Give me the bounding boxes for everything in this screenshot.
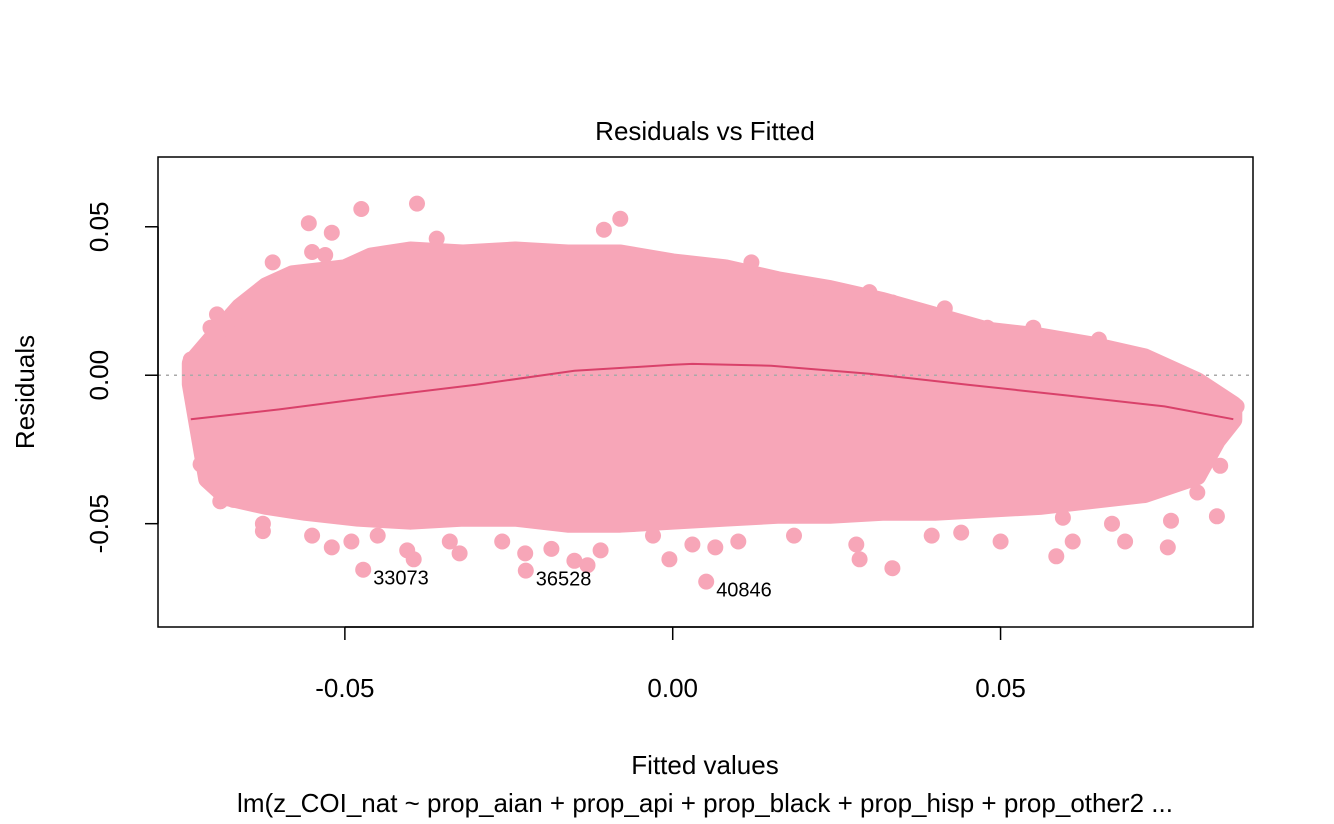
labeled-residual-point xyxy=(698,573,715,590)
residual-point xyxy=(428,230,445,247)
x-tick-label: -0.05 xyxy=(315,673,374,703)
residual-point xyxy=(1048,548,1065,565)
labeled-residual-point xyxy=(517,562,534,579)
residual-point xyxy=(1090,331,1107,348)
residual-point xyxy=(595,221,612,238)
residual-point xyxy=(317,247,334,263)
residual-point xyxy=(264,254,281,271)
outlier-label: 36528 xyxy=(536,569,592,591)
residual-point xyxy=(543,540,560,557)
x-axis-label: Fitted values xyxy=(631,750,778,780)
residual-point xyxy=(343,533,360,550)
y-axis-label: Residuals xyxy=(10,335,40,449)
residual-point xyxy=(923,527,940,544)
residual-point xyxy=(254,523,271,540)
residual-point xyxy=(409,195,425,212)
residual-point xyxy=(1228,398,1245,415)
residual-point xyxy=(953,524,970,541)
residual-point xyxy=(199,471,216,488)
residual-point xyxy=(592,542,609,559)
residual-point xyxy=(1104,515,1120,532)
residual-point xyxy=(517,545,534,562)
residual-point xyxy=(1025,319,1042,336)
residual-point xyxy=(848,536,865,553)
outlier-labels: 33073 36528 40846 xyxy=(373,568,772,602)
residual-point xyxy=(1064,533,1081,550)
residual-point xyxy=(245,293,262,309)
residual-point xyxy=(730,533,747,550)
residual-point xyxy=(1208,508,1225,525)
y-axis: -0.05 0.00 0.05 xyxy=(84,201,159,553)
residual-point xyxy=(707,539,724,556)
residual-point xyxy=(884,294,901,311)
residual-point xyxy=(182,351,199,368)
residual-point xyxy=(1136,350,1153,367)
residual-point xyxy=(369,527,386,544)
residual-point xyxy=(300,215,317,232)
residual-point xyxy=(661,551,678,568)
residual-point xyxy=(225,491,242,508)
scatter-points xyxy=(182,195,1245,590)
x-axis: -0.05 0.00 0.05 xyxy=(315,626,1026,703)
residual-point xyxy=(1186,376,1202,393)
residual-point xyxy=(884,560,901,577)
outlier-label: 40846 xyxy=(716,580,772,602)
x-tick-label: 0.00 xyxy=(647,673,698,703)
residual-point xyxy=(979,319,996,336)
residual-point xyxy=(992,533,1009,550)
residual-point xyxy=(743,254,760,271)
residual-point xyxy=(1159,539,1176,556)
residual-point xyxy=(1117,533,1134,550)
chart-title: Residuals vs Fitted xyxy=(595,116,815,146)
residual-point xyxy=(494,533,511,550)
point-cloud-band xyxy=(181,241,1243,533)
residual-point xyxy=(684,536,701,553)
residual-point xyxy=(353,201,370,217)
y-tick-label: 0.05 xyxy=(84,201,114,252)
residual-point xyxy=(1163,512,1179,529)
residual-point xyxy=(861,284,878,301)
residual-point-cloud xyxy=(181,241,1243,533)
residual-point xyxy=(645,527,661,544)
residual-point xyxy=(1054,509,1071,526)
residual-point xyxy=(304,527,321,544)
residual-point xyxy=(579,557,596,574)
residual-point xyxy=(323,539,340,556)
residual-point xyxy=(786,527,802,544)
residual-point xyxy=(451,545,468,562)
residual-point xyxy=(1189,484,1206,501)
residual-point xyxy=(612,210,629,227)
residual-point xyxy=(304,244,321,260)
residual-point xyxy=(202,319,219,336)
residual-point xyxy=(399,542,416,559)
model-formula-caption: lm(z_COI_nat ~ prop_aian + prop_api + pr… xyxy=(237,788,1173,818)
residual-point xyxy=(323,224,340,241)
residual-point xyxy=(566,552,583,569)
x-tick-label: 0.05 xyxy=(975,673,1026,703)
smooth-trend-line xyxy=(190,362,1234,421)
residual-point xyxy=(441,533,458,550)
residual-point xyxy=(212,493,229,510)
labeled-residual-point xyxy=(355,561,372,578)
outlier-label: 33073 xyxy=(373,568,429,590)
residual-point xyxy=(851,551,868,568)
residual-point xyxy=(209,306,225,323)
residual-point xyxy=(1212,457,1229,474)
y-tick-label: -0.05 xyxy=(84,494,114,553)
residual-point xyxy=(936,300,953,317)
y-tick-label: 0.00 xyxy=(84,350,114,401)
residual-point xyxy=(192,456,209,473)
residual-point xyxy=(195,350,212,367)
